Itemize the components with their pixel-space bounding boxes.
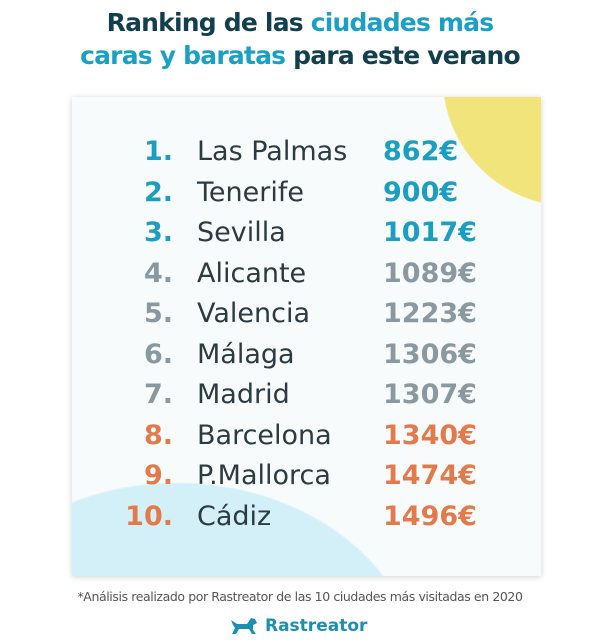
price-value: 1340€ xyxy=(383,419,477,451)
rank-number: 1. xyxy=(143,136,173,167)
ranking-row: 6. Málaga 1306€ xyxy=(72,335,541,375)
logo-text: Rastreator xyxy=(265,616,368,636)
rank-number: 2. xyxy=(143,176,173,208)
city-name: Málaga xyxy=(197,338,295,370)
price-value: 1496€ xyxy=(383,500,477,532)
ranking-row: 1. Las Palmas 862€ xyxy=(72,132,541,172)
ranking-row: 4. Alicante 1089€ xyxy=(72,254,541,294)
price-value: 1017€ xyxy=(383,217,477,248)
rank-number: 6. xyxy=(143,338,173,370)
city-name: Tenerife xyxy=(197,176,304,208)
rank-number: 9. xyxy=(143,460,173,491)
page-title: Ranking de las ciudades más caras y bara… xyxy=(0,6,600,72)
title-highlight: caras y baratas xyxy=(80,41,286,70)
rank-number: 4. xyxy=(143,257,173,289)
city-name: Sevilla xyxy=(197,217,286,248)
ranking-row: 2. Tenerife 900€ xyxy=(72,173,541,213)
city-name: Madrid xyxy=(197,379,290,410)
ranking-row: 5. Valencia 1223€ xyxy=(72,294,541,334)
title-text: Ranking de las xyxy=(106,8,311,37)
rank-number: 5. xyxy=(143,298,173,329)
rank-number: 7. xyxy=(143,379,173,410)
city-name: Barcelona xyxy=(197,419,332,451)
footnote: *Análisis realizado por Rastreator de la… xyxy=(77,589,523,604)
ranking-row: 3. Sevilla 1017€ xyxy=(72,213,541,253)
price-value: 1089€ xyxy=(383,257,477,289)
price-value: 862€ xyxy=(383,136,459,167)
dog-icon xyxy=(231,618,257,634)
city-name: P.Mallorca xyxy=(197,460,331,491)
decorative-blue-circle xyxy=(72,97,541,576)
city-name: Cádiz xyxy=(197,500,272,532)
rank-number: 8. xyxy=(143,419,173,451)
rastreator-logo: Rastreator xyxy=(229,616,367,636)
ranking-row: 10. Cádiz 1496€ xyxy=(72,497,541,537)
rank-number: 3. xyxy=(143,217,173,248)
title-text: para este verano xyxy=(285,41,521,70)
rank-number: 10. xyxy=(125,500,173,532)
price-value: 1307€ xyxy=(383,379,477,410)
city-name: Alicante xyxy=(197,257,307,289)
price-value: 1474€ xyxy=(383,460,477,491)
ranking-row: 7. Madrid 1307€ xyxy=(72,375,541,415)
ranking-row: 8. Barcelona 1340€ xyxy=(72,416,541,456)
city-name: Las Palmas xyxy=(197,136,348,167)
price-value: 900€ xyxy=(383,176,459,208)
ranking-card: 1. Las Palmas 862€ 2. Tenerife 900€ 3. Sevilla 1… xyxy=(72,97,541,576)
city-name: Valencia xyxy=(197,298,311,329)
ranking-row: 9. P.Mallorca 1474€ xyxy=(72,456,541,496)
title-highlight: ciudades más xyxy=(310,8,494,37)
price-value: 1223€ xyxy=(383,298,477,329)
price-value: 1306€ xyxy=(383,338,477,370)
